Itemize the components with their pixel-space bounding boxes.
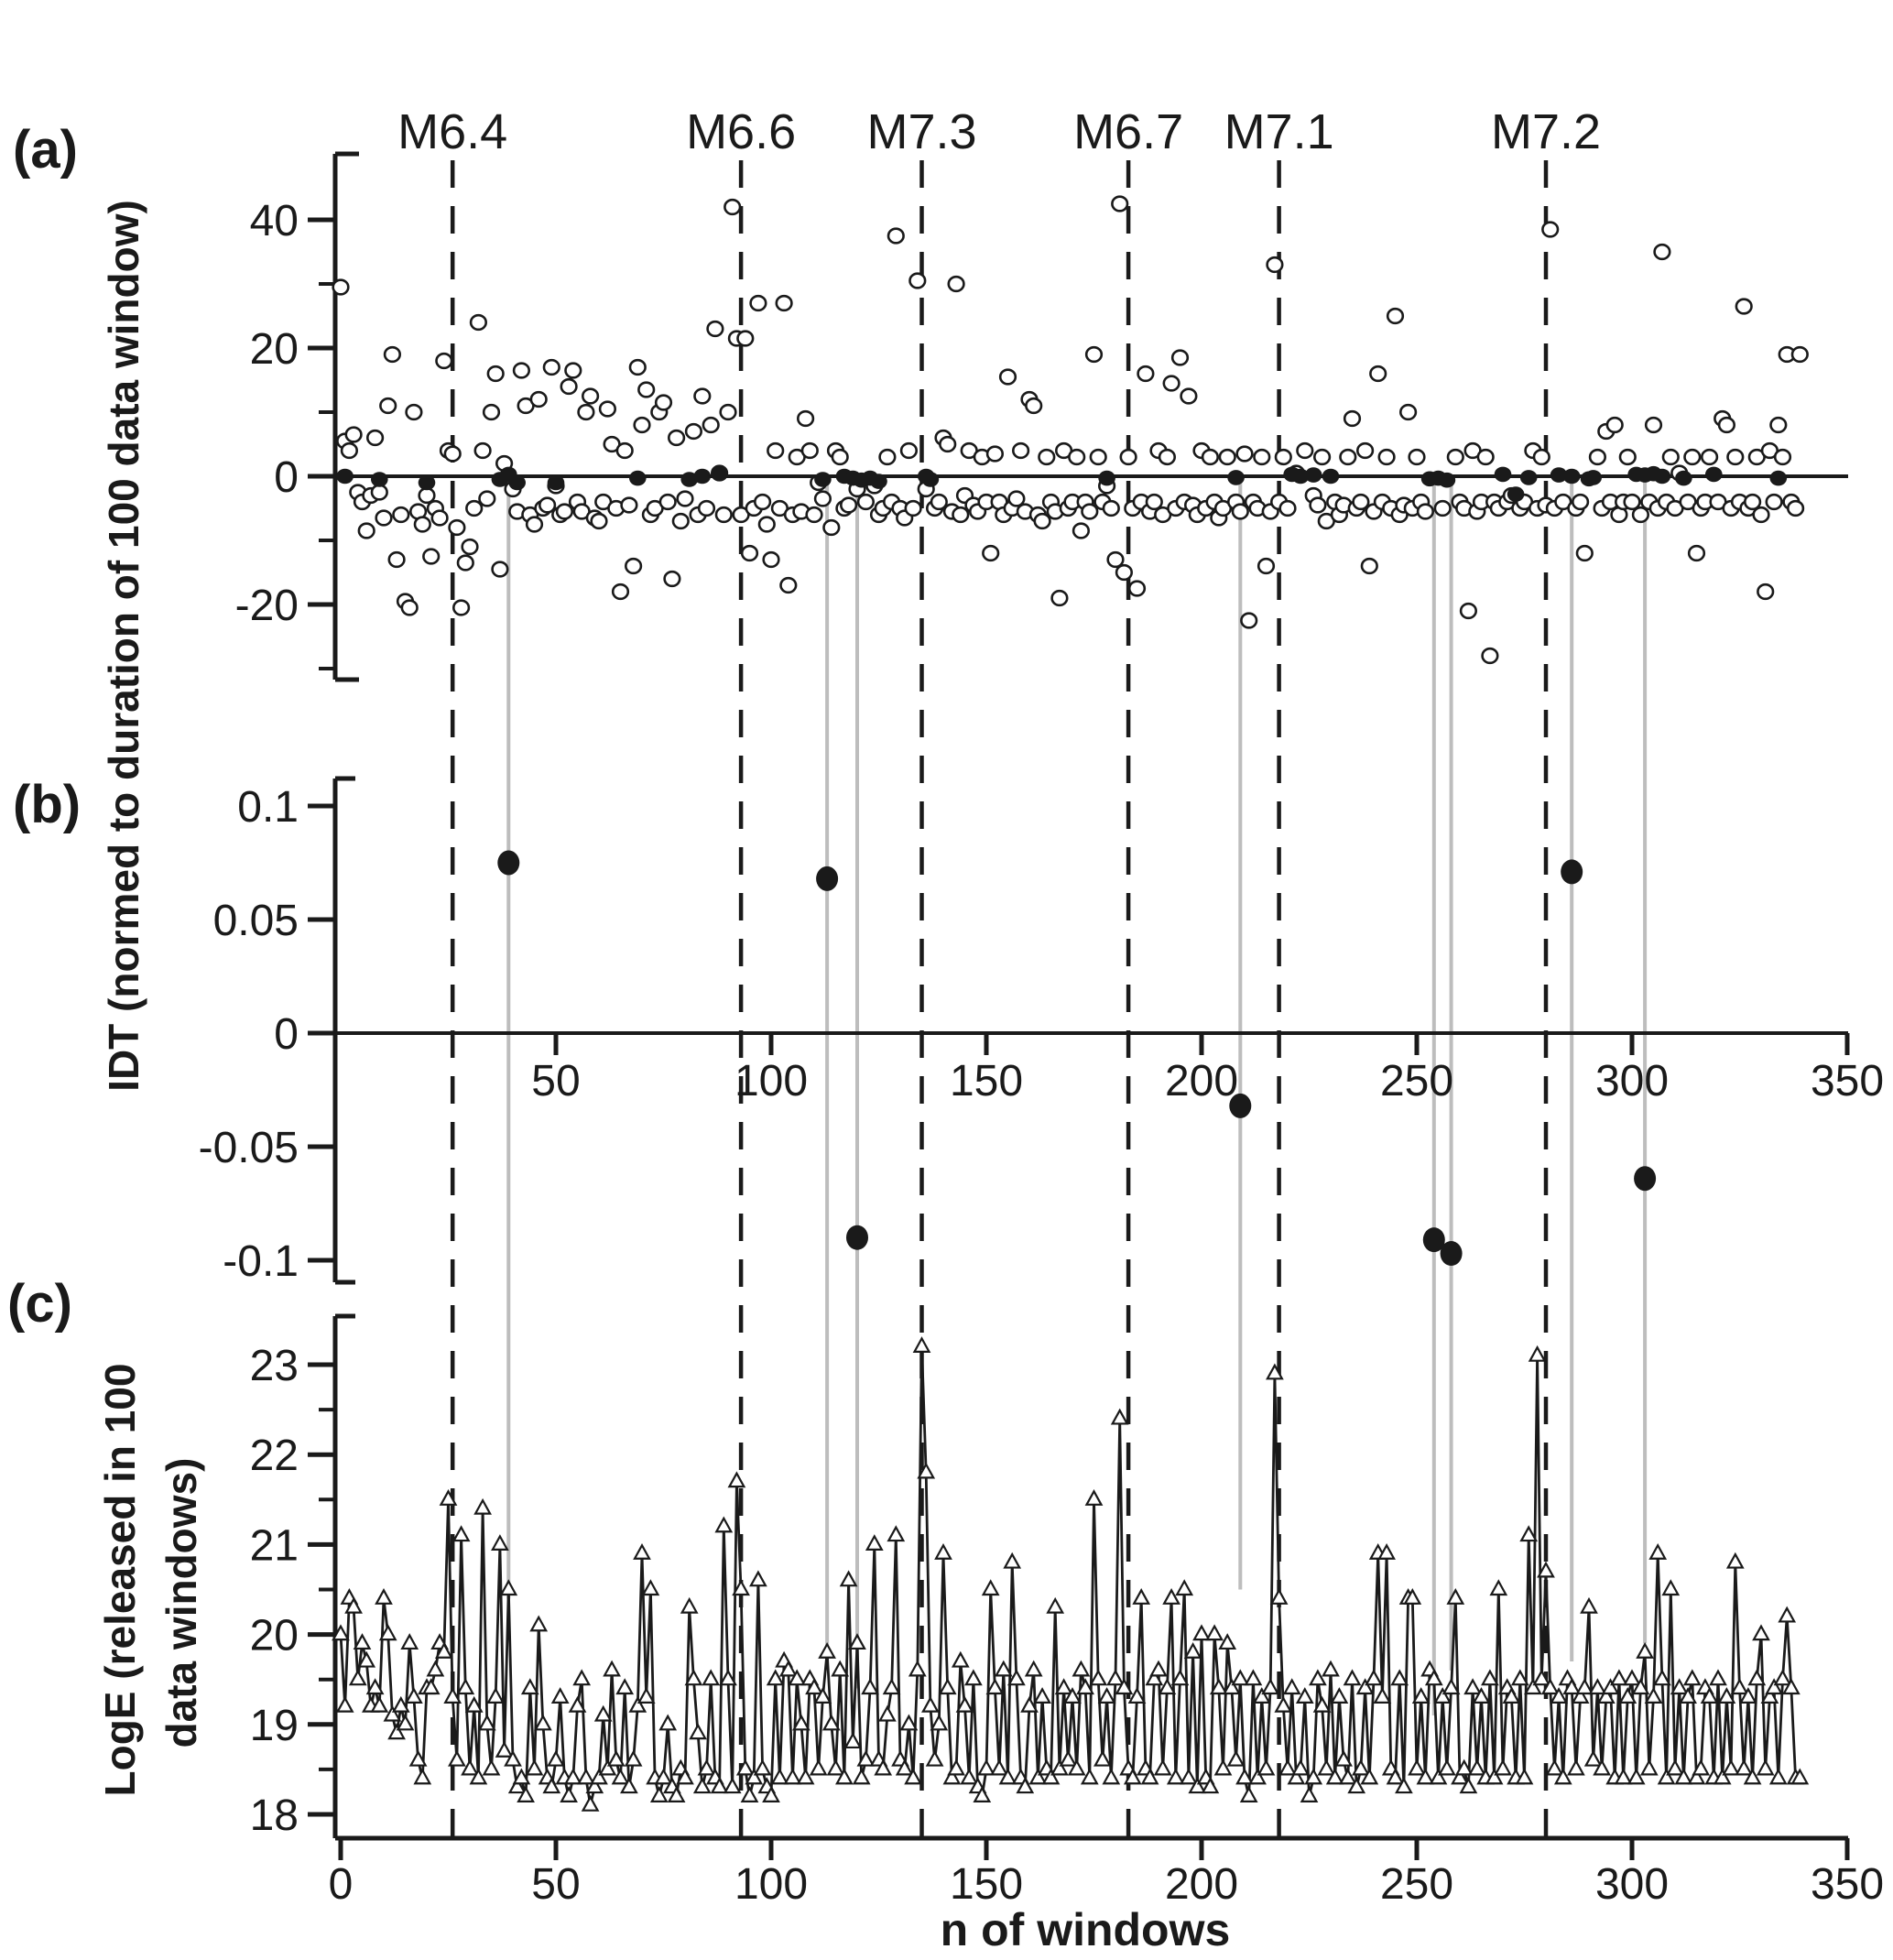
svg-text:0.05: 0.05 — [213, 897, 299, 945]
svg-text:350: 350 — [1811, 1057, 1884, 1105]
svg-text:0: 0 — [274, 1010, 299, 1059]
panel-c-tag: (c) — [7, 1274, 72, 1334]
svg-text:20: 20 — [250, 325, 299, 374]
svg-text:M7.2: M7.2 — [1491, 104, 1601, 159]
svg-text:150: 150 — [950, 1057, 1023, 1105]
svg-text:50: 50 — [531, 1860, 580, 1909]
svg-text:19: 19 — [250, 1702, 299, 1750]
svg-text:-0.1: -0.1 — [223, 1237, 299, 1286]
y-axis-label-loge-line2: data windows) — [158, 1458, 205, 1748]
panel-a-tag: (a) — [13, 120, 78, 180]
svg-text:21: 21 — [250, 1521, 299, 1570]
svg-text:300: 300 — [1595, 1860, 1669, 1909]
svg-text:100: 100 — [734, 1860, 808, 1909]
svg-text:0: 0 — [329, 1860, 354, 1909]
svg-text:250: 250 — [1380, 1860, 1453, 1909]
svg-text:M6.6: M6.6 — [686, 104, 796, 159]
svg-text:40: 40 — [250, 197, 299, 245]
svg-text:-0.05: -0.05 — [199, 1124, 299, 1172]
svg-text:250: 250 — [1380, 1057, 1453, 1105]
svg-text:20: 20 — [250, 1612, 299, 1661]
x-axis-label: n of windows — [941, 1904, 1231, 1955]
y-axis-label-idt: IDT (normed to duration of 100 data wind… — [100, 200, 147, 1092]
svg-text:M6.7: M6.7 — [1073, 104, 1183, 159]
y-axis-label-loge-line1: LogE (released in 100 — [96, 1364, 144, 1797]
svg-text:-20: -20 — [235, 582, 299, 630]
panel-b-tag: (b) — [13, 775, 81, 834]
svg-text:M7.1: M7.1 — [1224, 104, 1334, 159]
svg-text:0: 0 — [274, 453, 299, 502]
svg-text:M7.3: M7.3 — [866, 104, 976, 159]
svg-text:200: 200 — [1165, 1860, 1238, 1909]
svg-text:150: 150 — [950, 1860, 1023, 1909]
gray-connector-lines — [506, 476, 1648, 1715]
svg-text:M6.4: M6.4 — [397, 104, 507, 159]
svg-text:22: 22 — [250, 1432, 299, 1480]
svg-text:50: 50 — [531, 1057, 580, 1105]
svg-text:200: 200 — [1165, 1057, 1238, 1105]
data-marks — [332, 195, 1810, 1812]
svg-text:23: 23 — [250, 1342, 299, 1390]
svg-text:350: 350 — [1811, 1860, 1884, 1909]
svg-text:18: 18 — [250, 1791, 299, 1840]
svg-text:300: 300 — [1595, 1057, 1669, 1105]
svg-text:0.1: 0.1 — [237, 783, 299, 832]
svg-text:100: 100 — [734, 1057, 808, 1105]
